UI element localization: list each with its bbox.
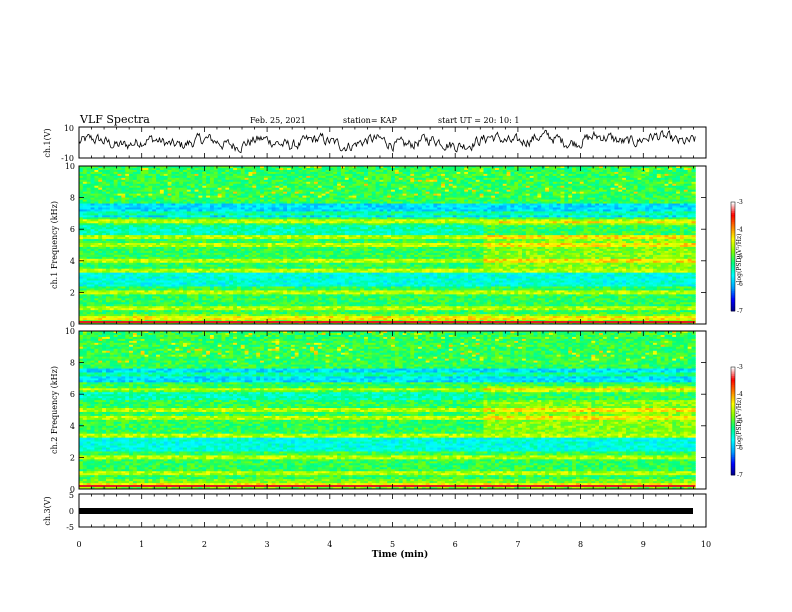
ch1-wave-ytick-top: 10 [64,124,74,133]
ch1-waveform-line [79,130,695,152]
start-time-label: start UT = 20: 10: 1 [438,116,519,125]
date-label: Feb. 25, 2021 [250,116,306,125]
vlf-spectra-figure: VLF Spectra Feb. 25, 2021 station= KAP s… [0,0,792,612]
ch1-spectrogram-image [79,166,696,324]
station-label: station= KAP [343,116,398,125]
figure-title: VLF Spectra [79,113,150,126]
ch1-wave-xticks [79,127,706,158]
ch1-waveform-panel: 10 -10 ch.1(V) [43,124,706,163]
ch1-wave-ylabel: ch.1(V) [43,128,52,157]
